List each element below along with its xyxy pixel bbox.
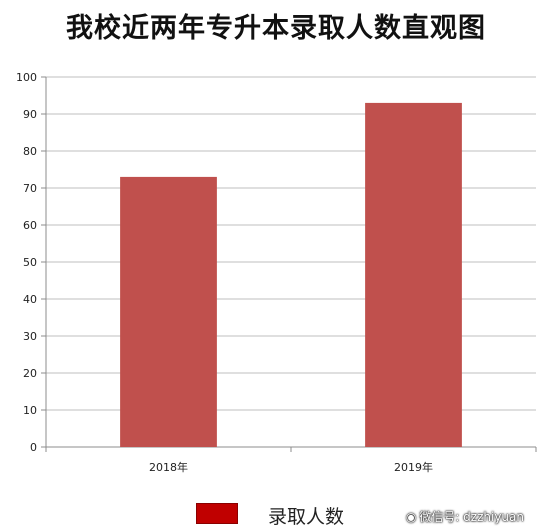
- wechat-icon: ◉: [405, 510, 417, 524]
- y-tick-label: 30: [23, 330, 37, 343]
- y-tick-label: 100: [16, 71, 37, 84]
- watermark-text: 微信号: dzzhiyuan: [419, 510, 524, 524]
- y-tick-label: 60: [23, 219, 37, 232]
- y-tick-label: 50: [23, 256, 37, 269]
- legend-label: 录取人数: [268, 506, 345, 528]
- x-tick-label: 2019年: [394, 460, 433, 474]
- watermark: ◉ 微信号: dzzhiyuan: [406, 508, 524, 525]
- y-tick-label: 0: [30, 441, 37, 454]
- y-tick-label: 80: [23, 145, 37, 158]
- y-tick-label: 20: [23, 367, 37, 380]
- bar: [120, 176, 217, 447]
- y-tick-label: 90: [23, 108, 37, 121]
- y-tick-label: 10: [23, 404, 37, 417]
- y-tick-label: 40: [23, 293, 37, 306]
- y-tick-label: 70: [23, 182, 37, 195]
- bar: [365, 102, 462, 448]
- legend-swatch: [196, 503, 238, 524]
- chart-title: 我校近两年专升本录取人数直观图: [66, 13, 486, 44]
- bar-chart: 0 10 20 30 40 50 60 70 80 90 100 2018年 2019年: [16, 71, 537, 474]
- x-tick-label: 2018年: [149, 460, 188, 474]
